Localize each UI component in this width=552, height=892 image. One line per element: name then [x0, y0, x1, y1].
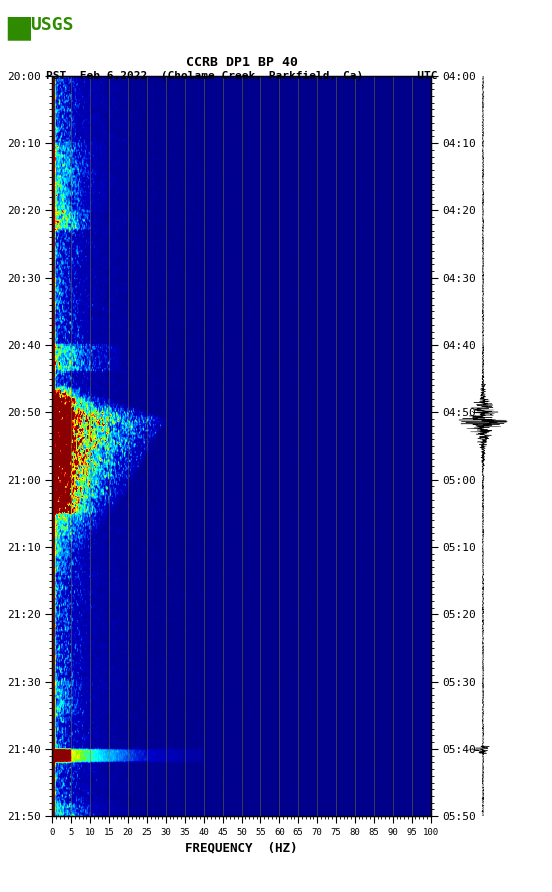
Text: ■: ■ — [4, 13, 33, 43]
Text: CCRB DP1 BP 40: CCRB DP1 BP 40 — [185, 56, 298, 69]
Text: USGS: USGS — [30, 16, 74, 34]
Text: PST  Feb 6,2022  (Cholame Creek, Parkfield, Ca)        UTC: PST Feb 6,2022 (Cholame Creek, Parkfield… — [46, 70, 437, 81]
X-axis label: FREQUENCY  (HZ): FREQUENCY (HZ) — [185, 841, 298, 855]
